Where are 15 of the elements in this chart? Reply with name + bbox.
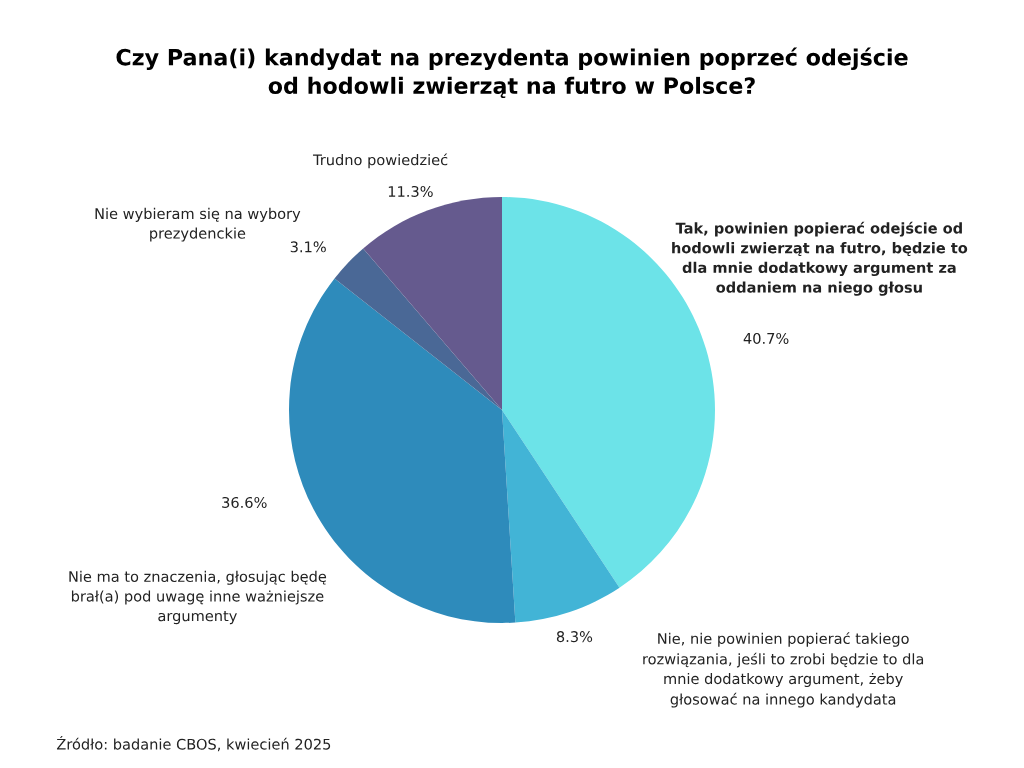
slice-label: Nie, nie powinien popierać takiego rozwiązania, jeśli to zrobi będzie to dla mnie dodatkowy argument, żeby głosować na innego kandydata — [643, 632, 924, 708]
data-label: 40.7% — [743, 332, 789, 344]
slice-label: Trudno powiedzieć — [312, 153, 448, 169]
pie-slice — [363, 197, 502, 410]
slice-label: Nie ma to znaczenia, głosując będę brał(a) pod uwagę inne ważniejsze argumenty — [69, 570, 327, 625]
pie-slice — [502, 410, 620, 623]
data-label: 36.6% — [222, 496, 267, 508]
slice-label: Nie wybieram się na wybory prezydenckie — [95, 207, 301, 242]
chart-title: Czy Pana(i) kandydat na prezydenta powinien poprzeć odejście od hodowli zwierząt na futro w Polsce? — [116, 47, 908, 99]
pie-slice — [334, 248, 502, 410]
data-label: 11.3% — [388, 185, 433, 197]
data-label: 8.3% — [556, 631, 593, 643]
text: Źródło: badanie CBOS, kwiecień 2025 — [56, 736, 331, 752]
data-label: 3.1% — [290, 241, 326, 253]
slice-label: Tak, powinien popierać odejście od hodowli zwierząt na futro, będzie to dla mnie dodatkowy argument za oddaniem na niego głosu — [672, 221, 968, 296]
